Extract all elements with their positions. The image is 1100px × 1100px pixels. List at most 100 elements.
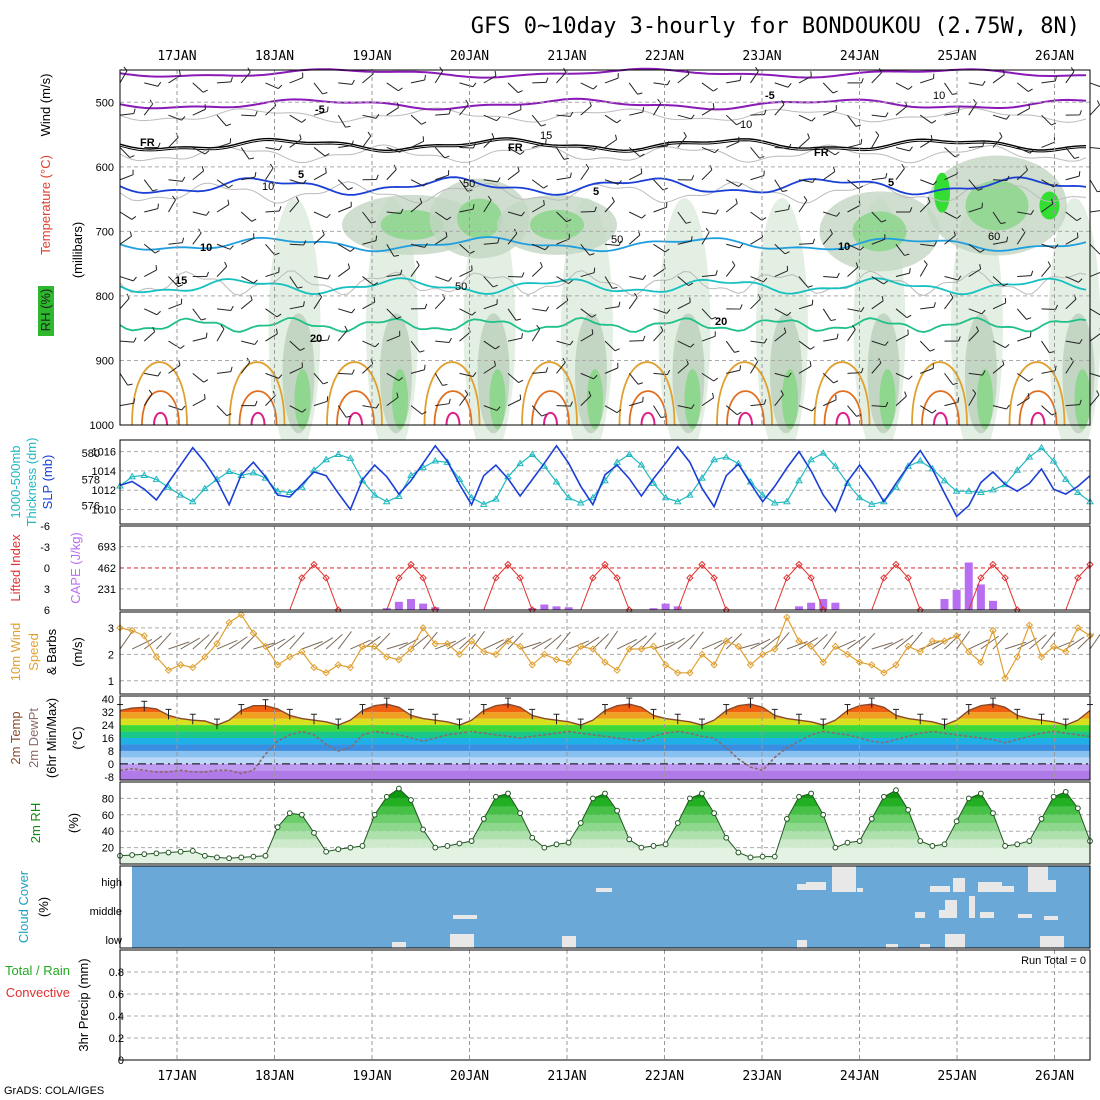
wind-barb xyxy=(653,102,662,116)
wind-barb xyxy=(410,179,424,187)
thickness-point xyxy=(722,453,731,460)
cloud-cover-block xyxy=(945,900,957,918)
bottom-date-label: 22JAN xyxy=(645,1069,684,1084)
wind-barb xyxy=(216,405,228,417)
wind-barb xyxy=(434,147,445,159)
wind-barb xyxy=(556,211,567,223)
wind-barb-flag xyxy=(1079,110,1082,116)
wind-barb xyxy=(701,82,714,92)
wind-barb xyxy=(240,361,251,374)
wind-barb xyxy=(435,276,449,282)
rh-point xyxy=(311,829,317,836)
wind-barb xyxy=(944,373,954,385)
wind-barb xyxy=(774,179,783,192)
wind-barb-flag xyxy=(299,347,305,351)
rh-shade-upper-core xyxy=(457,198,502,239)
wind-barb xyxy=(313,234,325,245)
wind-barb-flag xyxy=(588,391,592,397)
wind-barb xyxy=(677,634,695,650)
wind-barb-flag xyxy=(1073,294,1077,300)
thickness-point xyxy=(819,449,828,456)
rh-panel: 80 60 40 20 xyxy=(102,781,1093,865)
wind-barb xyxy=(544,634,562,650)
cape-bar xyxy=(807,602,816,610)
wind-barb-flag xyxy=(205,211,210,216)
wind-barb xyxy=(168,364,181,374)
slp-panel: 580 578 576 1016 1014 1012 1010 xyxy=(82,439,1094,525)
dewpt-axis-label: 2m DewPt xyxy=(26,708,41,768)
wind-barb xyxy=(532,143,546,148)
wind-speed-point xyxy=(746,661,755,669)
wind-barb xyxy=(665,637,685,650)
wind-speed-point xyxy=(892,661,900,669)
wind-barb xyxy=(362,340,376,348)
wind-barb xyxy=(507,308,517,321)
wind-barb xyxy=(471,630,485,650)
wind-barb xyxy=(823,399,837,407)
wind-barb-flag xyxy=(904,391,907,397)
wind-barb xyxy=(847,143,862,148)
wind-barb-flag xyxy=(374,342,380,348)
wind-barb xyxy=(822,147,836,156)
thickness-point xyxy=(867,500,876,507)
wind-barb xyxy=(483,365,496,374)
wind-barb-flag xyxy=(370,358,374,365)
top-date-label: 23JAN xyxy=(742,49,781,64)
wind-barb xyxy=(119,630,134,650)
cloud-cover-block xyxy=(945,934,965,948)
wind-barb xyxy=(653,206,667,213)
bottom-date-label: 24JAN xyxy=(840,1069,879,1084)
wind-barb-flag xyxy=(641,214,646,219)
wind-speed-point xyxy=(843,650,852,659)
temp-tick-label: 8 xyxy=(108,746,114,758)
wind-barb xyxy=(992,276,1004,287)
cape-bar xyxy=(964,562,973,610)
wind-barb xyxy=(1016,397,1030,407)
wind-barb-flag xyxy=(376,174,379,180)
lifted-index-point xyxy=(322,574,330,582)
wind-barb-flag xyxy=(448,398,451,404)
temp-hot-band xyxy=(120,718,1090,726)
rh-point xyxy=(468,838,475,844)
wind-barb-flag xyxy=(1074,156,1080,159)
wind-barb-flag xyxy=(688,282,694,286)
wind-barb xyxy=(143,179,154,192)
lifted-index-point xyxy=(613,574,621,582)
thickness-point xyxy=(188,497,197,505)
wind-barb xyxy=(241,237,255,245)
wind-barb xyxy=(410,140,424,148)
wind-barb xyxy=(459,394,469,406)
wind-barb xyxy=(726,243,740,249)
wind-barb xyxy=(386,107,399,116)
wind-barb xyxy=(629,276,644,280)
wind-barb xyxy=(216,266,228,277)
wind-speed-point xyxy=(868,661,876,669)
wind-barb-flag xyxy=(400,208,404,214)
wind-barb-flag xyxy=(543,185,548,189)
isotherm-35-loop xyxy=(543,411,558,426)
wind-speed-point xyxy=(237,610,245,619)
wind-barb xyxy=(580,243,590,256)
wind-barb-flag xyxy=(735,198,738,204)
rh-point xyxy=(323,848,330,855)
wind-barb xyxy=(798,637,819,650)
wind-barb xyxy=(1017,146,1031,154)
rh-shade-upper-core xyxy=(380,209,444,240)
wind-barb-flag xyxy=(155,264,158,271)
wind-barb xyxy=(1017,336,1031,342)
wind-barb-flag xyxy=(226,123,232,127)
wind-barb-flag xyxy=(594,145,598,151)
thickness-point xyxy=(855,493,864,501)
wind-barb-flag xyxy=(618,301,621,307)
thickness-point xyxy=(152,475,161,482)
wind-barb-flag xyxy=(569,340,574,346)
rh-point xyxy=(565,839,572,846)
wind-barb xyxy=(532,371,547,374)
wind-barb-flag xyxy=(1006,404,1010,410)
wind-barb xyxy=(677,73,690,84)
wind-speed-point xyxy=(164,666,173,674)
wind-barb-flag xyxy=(299,134,302,140)
wind-barb xyxy=(968,268,981,277)
wind-speed-point xyxy=(1037,653,1046,661)
wind-barb-flag xyxy=(302,179,307,185)
